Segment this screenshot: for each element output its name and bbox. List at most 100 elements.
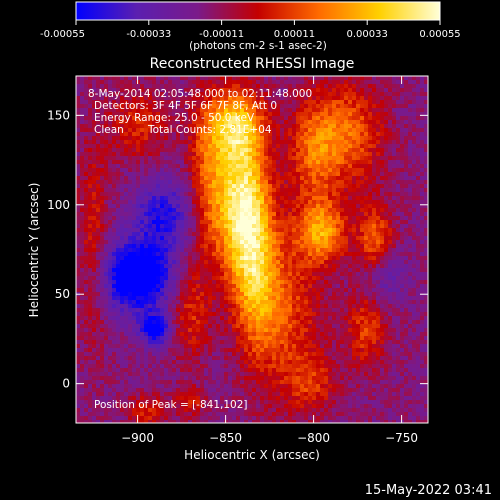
heatmap-cell — [324, 284, 329, 289]
heatmap-cell — [292, 144, 297, 149]
heatmap-cell — [308, 288, 313, 293]
heatmap-cell — [316, 216, 321, 221]
heatmap-cell — [236, 116, 241, 121]
heatmap-cell — [144, 220, 149, 225]
heatmap-cell — [360, 256, 365, 261]
heatmap-cell — [84, 96, 89, 101]
heatmap-cell — [348, 296, 353, 301]
heatmap-cell — [400, 112, 405, 117]
heatmap-cell — [84, 176, 89, 181]
heatmap-cell — [376, 116, 381, 121]
heatmap-cell — [184, 160, 189, 165]
heatmap-cell — [88, 76, 93, 81]
heatmap-cell — [348, 92, 353, 97]
heatmap-cell — [104, 224, 109, 229]
heatmap-cell — [188, 296, 193, 301]
heatmap-cell — [108, 176, 113, 181]
heatmap-cell — [176, 80, 181, 85]
heatmap-cell — [224, 292, 229, 297]
heatmap-cell — [224, 108, 229, 113]
heatmap-cell — [308, 244, 313, 249]
heatmap-cell — [312, 176, 317, 181]
heatmap-cell — [104, 228, 109, 233]
heatmap-cell — [232, 276, 237, 281]
heatmap-cell — [96, 76, 101, 81]
heatmap-cell — [184, 112, 189, 117]
heatmap-cell — [424, 88, 428, 93]
heatmap-cell — [84, 188, 89, 193]
heatmap-cell — [276, 256, 281, 261]
heatmap-cell — [140, 264, 145, 269]
heatmap-cell — [300, 188, 305, 193]
heatmap-cell — [152, 156, 157, 161]
heatmap-cell — [240, 112, 245, 117]
heatmap-cell — [112, 144, 117, 149]
heatmap-cell — [208, 140, 213, 145]
heatmap-cell — [408, 76, 413, 81]
heatmap-cell — [272, 260, 277, 265]
heatmap-cell — [312, 228, 317, 233]
heatmap-cell — [368, 292, 373, 297]
heatmap-cell — [224, 76, 229, 81]
heatmap-cell — [192, 284, 197, 289]
heatmap-cell — [132, 112, 137, 117]
heatmap-cell — [80, 184, 85, 189]
heatmap-cell — [188, 260, 193, 265]
heatmap-cell — [308, 228, 313, 233]
heatmap-cell — [356, 144, 361, 149]
heatmap-cell — [216, 152, 221, 157]
heatmap-cell — [352, 284, 357, 289]
heatmap-cell — [256, 188, 261, 193]
heatmap-cell — [288, 184, 293, 189]
heatmap-cell — [424, 112, 428, 117]
heatmap-cell — [276, 300, 281, 305]
heatmap-cell — [132, 296, 137, 301]
heatmap-cell — [264, 136, 269, 141]
heatmap-cell — [236, 128, 241, 133]
heatmap-cell — [324, 268, 329, 273]
heatmap-cell — [80, 264, 85, 269]
heatmap-cell — [312, 180, 317, 185]
heatmap-cell — [360, 236, 365, 241]
heatmap-cell — [352, 236, 357, 241]
heatmap-cell — [112, 164, 117, 169]
heatmap-cell — [292, 140, 297, 145]
heatmap-cell — [212, 120, 217, 125]
heatmap-cell — [344, 148, 349, 153]
heatmap-cell — [264, 220, 269, 225]
heatmap-cell — [184, 152, 189, 157]
heatmap-cell — [132, 100, 137, 105]
heatmap-cell — [80, 244, 85, 249]
heatmap-cell — [312, 224, 317, 229]
heatmap-cell — [256, 224, 261, 229]
heatmap-cell — [312, 184, 317, 189]
heatmap-cell — [156, 132, 161, 137]
heatmap-cell — [280, 204, 285, 209]
heatmap-cell — [96, 252, 101, 257]
heatmap-cell — [108, 128, 113, 133]
heatmap-cell — [376, 248, 381, 253]
heatmap-cell — [368, 104, 373, 109]
heatmap-cell — [136, 84, 141, 89]
heatmap-cell — [292, 252, 297, 257]
heatmap-cell — [332, 296, 337, 301]
heatmap-cell — [84, 252, 89, 257]
heatmap-cell — [276, 200, 281, 205]
heatmap-cell — [188, 120, 193, 125]
heatmap-cell — [100, 288, 105, 293]
heatmap-cell — [324, 92, 329, 97]
heatmap-cell — [96, 232, 101, 237]
heatmap-cell — [236, 276, 241, 281]
heatmap-cell — [108, 88, 113, 93]
heatmap-cell — [284, 208, 289, 213]
heatmap-cell — [260, 168, 265, 173]
heatmap-cell — [180, 172, 185, 177]
heatmap-cell — [268, 256, 273, 261]
heatmap-cell — [252, 176, 257, 181]
heatmap-cell — [276, 240, 281, 245]
heatmap-cell — [392, 248, 397, 253]
heatmap-cell — [244, 168, 249, 173]
heatmap-cell — [256, 284, 261, 289]
heatmap-cell — [196, 208, 201, 213]
heatmap-cell — [140, 180, 145, 185]
